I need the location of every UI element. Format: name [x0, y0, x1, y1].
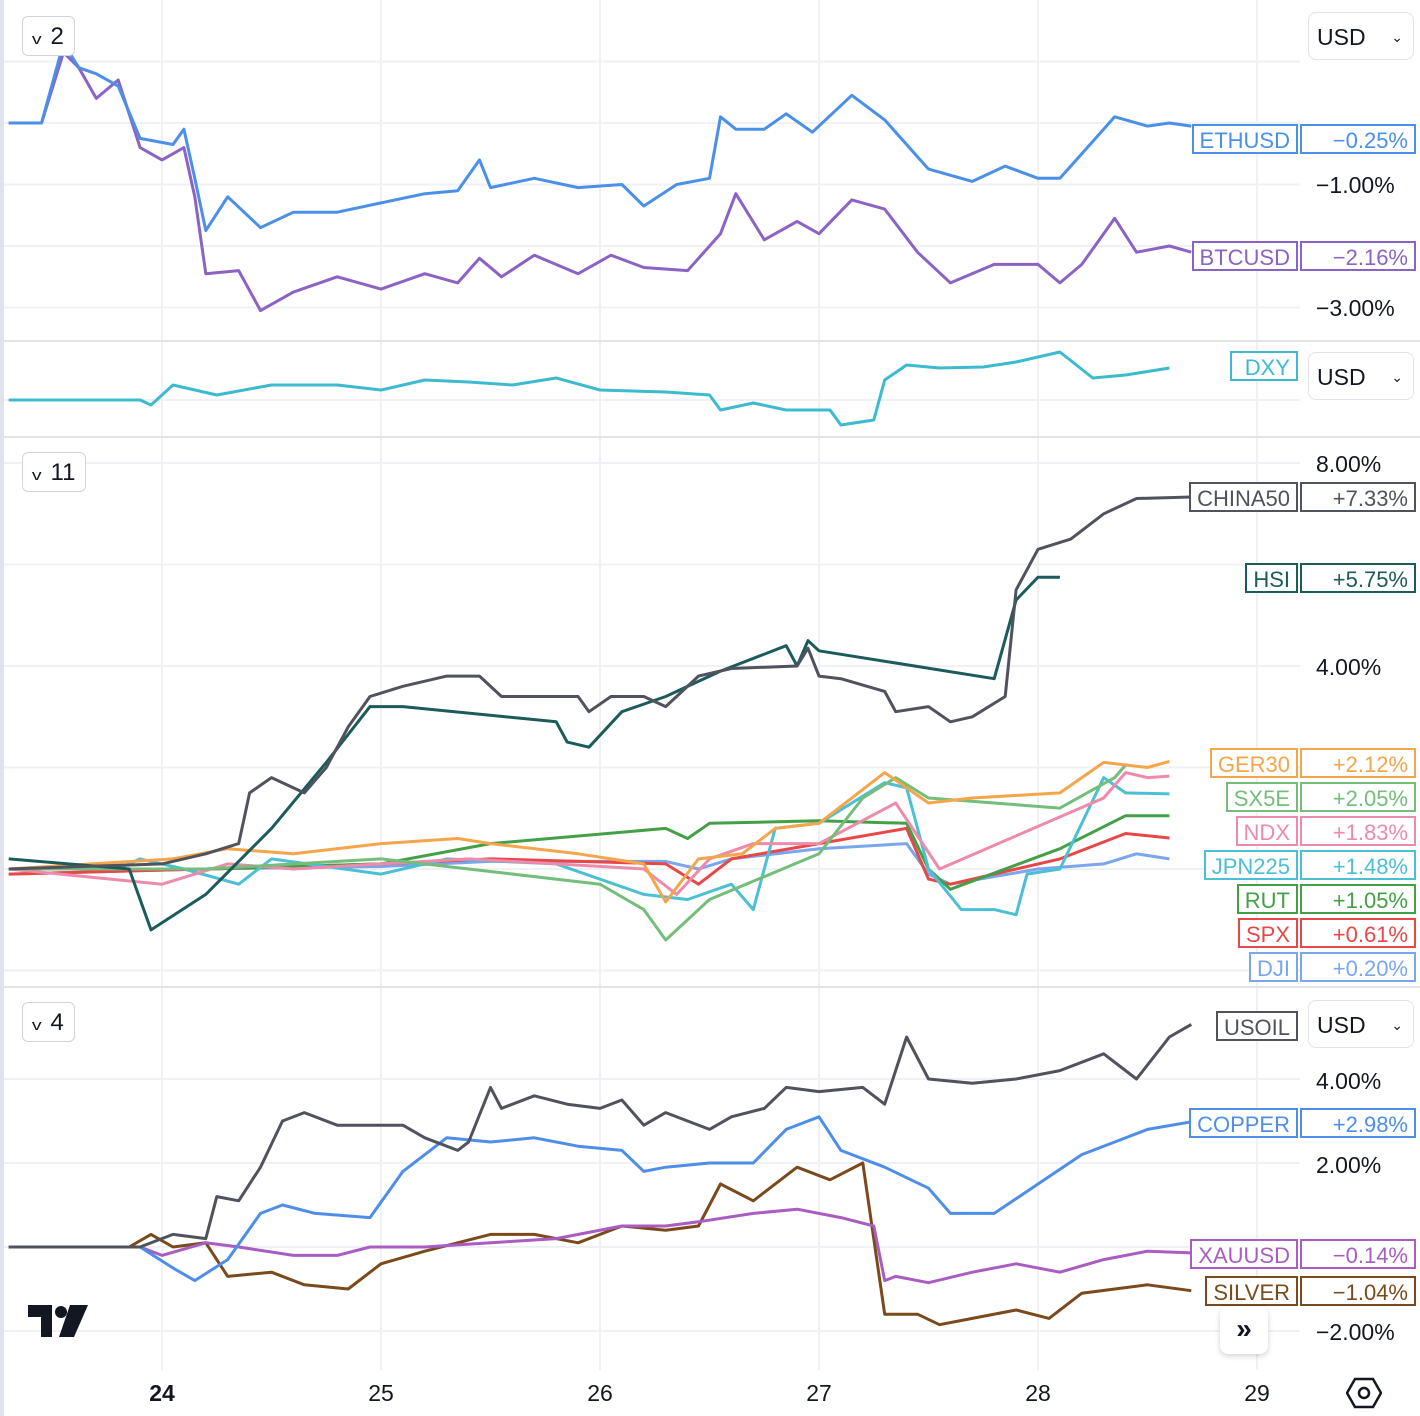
settings-icon[interactable] — [1346, 1376, 1382, 1410]
series-line-sx5e — [8, 764, 1127, 942]
pane4-currency-select[interactable]: USD ⌄ — [1308, 1000, 1414, 1048]
series-value-ndx: +1.83% — [1300, 816, 1416, 846]
chevron-down-icon: v — [31, 1017, 42, 1034]
series-value-china50: +7.33% — [1300, 482, 1416, 512]
series-tag-ndx: NDX — [1235, 816, 1298, 846]
pane3-series-count-button[interactable]: v 11 — [22, 452, 87, 492]
series-value-xauusd: −0.14% — [1300, 1239, 1416, 1269]
left-border — [0, 0, 4, 1416]
x-tick: 27 — [806, 1380, 832, 1406]
pane2-currency-select[interactable]: USD ⌄ — [1308, 352, 1414, 400]
x-tick: 24 — [149, 1380, 175, 1406]
tradingview-logo — [28, 1305, 88, 1337]
series-tag-ger30: GER30 — [1209, 748, 1298, 778]
series-value-ethusd: −0.25% — [1300, 124, 1416, 154]
double-chevron-right-icon: » — [1236, 1313, 1252, 1344]
chevron-down-icon: ⌄ — [1391, 369, 1403, 385]
series-line-xauusd — [8, 1207, 1192, 1285]
series-tag-dji: DJI — [1249, 952, 1298, 982]
series-line-ndx — [8, 771, 1170, 896]
series-tag-silver: SILVER — [1205, 1276, 1298, 1306]
series-line-copper — [8, 1115, 1192, 1283]
x-tick: 26 — [587, 1380, 613, 1406]
x-tick: 25 — [368, 1380, 394, 1406]
series-value-btcusd: −2.16% — [1300, 241, 1416, 271]
series-tag-china50: CHINA50 — [1189, 482, 1298, 512]
series-line-usoil — [8, 1023, 1193, 1249]
chevron-down-icon: ⌄ — [1391, 29, 1403, 45]
series-tag-sx5e: SX5E — [1225, 782, 1298, 812]
y-tick: 2.00% — [1316, 1152, 1382, 1178]
series-line-btcusd — [8, 50, 1192, 313]
series-tag-copper: COPPER — [1189, 1108, 1298, 1138]
series-value-silver: −1.04% — [1300, 1276, 1416, 1306]
series-tag-usoil: USOIL — [1215, 1011, 1298, 1041]
series-tag-xauusd: XAUUSD — [1190, 1239, 1298, 1269]
y-tick: −2.00% — [1316, 1319, 1395, 1345]
series-line-hsi — [8, 575, 1060, 932]
pane1-currency-select[interactable]: USD ⌄ — [1308, 12, 1414, 60]
series-line-ger30 — [8, 759, 1170, 904]
chevron-down-icon: v — [31, 467, 42, 484]
series-value-jpn225: +1.48% — [1300, 850, 1416, 880]
series-tag-spx: SPX — [1237, 918, 1298, 948]
y-tick: 4.00% — [1316, 654, 1382, 680]
series-value-hsi: +5.75% — [1300, 563, 1416, 593]
series-line-jpn225 — [8, 776, 1170, 917]
scroll-to-realtime-button[interactable]: » — [1220, 1306, 1268, 1354]
series-tag-btcusd: BTCUSD — [1191, 241, 1298, 271]
series-tag-jpn225: JPN225 — [1203, 850, 1298, 880]
series-tag-dxy: DXY — [1230, 351, 1298, 381]
series-value-spx: +0.61% — [1300, 918, 1416, 948]
series-tag-rut: RUT — [1236, 884, 1298, 914]
y-tick: −3.00% — [1316, 295, 1395, 321]
series-tag-ethusd: ETHUSD — [1191, 124, 1298, 154]
chevron-down-icon: v — [31, 31, 42, 48]
series-line-dxy — [8, 350, 1170, 427]
series-value-rut: +1.05% — [1300, 884, 1416, 914]
x-tick: 28 — [1025, 1380, 1051, 1406]
series-tag-hsi: HSI — [1245, 563, 1298, 593]
series-line-ethusd — [8, 41, 1192, 233]
y-tick: 4.00% — [1316, 1068, 1382, 1094]
series-line-china50 — [8, 495, 1192, 871]
series-value-copper: +2.98% — [1300, 1108, 1416, 1138]
y-tick: 8.00% — [1316, 451, 1382, 477]
y-tick: −1.00% — [1316, 172, 1395, 198]
series-value-sx5e: +2.05% — [1300, 782, 1416, 812]
series-line-silver — [8, 1161, 1192, 1327]
series-value-dji: +0.20% — [1300, 952, 1416, 982]
chevron-down-icon: ⌄ — [1391, 1017, 1403, 1033]
x-tick: 29 — [1244, 1380, 1270, 1406]
series-value-ger30: +2.12% — [1300, 748, 1416, 778]
